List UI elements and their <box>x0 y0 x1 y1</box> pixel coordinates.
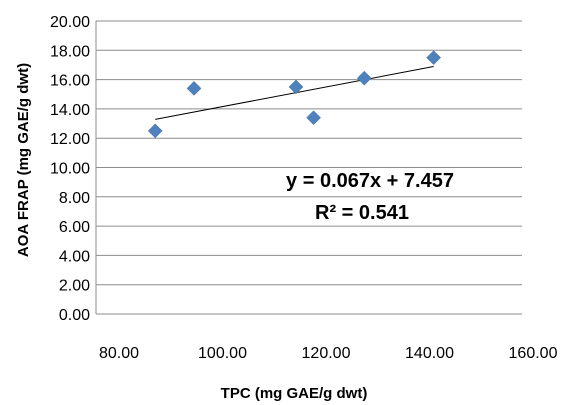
trendline <box>155 66 434 120</box>
y-tick-label: 6.00 <box>59 219 90 236</box>
x-tick-labels: 80.00 100.00 120.00 140.00 160.00 <box>99 345 558 362</box>
data-points <box>147 50 441 139</box>
r-squared-label: R² = 0.541 <box>315 202 409 224</box>
data-point <box>147 123 163 139</box>
y-tick-label: 12.00 <box>50 131 90 148</box>
gridlines <box>96 20 522 315</box>
y-tick-label: 14.00 <box>50 102 90 119</box>
y-tick-label: 10.00 <box>50 161 90 178</box>
data-point <box>186 81 202 96</box>
y-axis-title: AOA FRAP (mg GAE/g dwt) <box>15 63 32 257</box>
y-tick-label: 18.00 <box>50 43 90 60</box>
y-tick-label: 8.00 <box>59 190 90 207</box>
x-tick-label: 160.00 <box>509 345 558 362</box>
data-point <box>306 110 321 126</box>
y-tick-label: 4.00 <box>59 248 90 265</box>
x-tick-label: 100.00 <box>198 345 247 362</box>
x-tick-label: 140.00 <box>405 345 454 362</box>
data-point <box>288 79 304 95</box>
data-point <box>426 50 441 65</box>
y-tick-label: 16.00 <box>50 73 90 90</box>
y-tick-label: 20.00 <box>50 14 90 31</box>
data-point <box>356 70 372 86</box>
y-tick-label: 2.00 <box>59 278 90 295</box>
x-axis-title: TPC (mg GAE/g dwt) <box>221 385 368 402</box>
y-tick-labels: 0.00 2.00 4.00 6.00 8.00 10.00 12.00 14.00 16.00… <box>50 14 90 324</box>
x-tick-label: 120.00 <box>302 345 351 362</box>
x-tick-label: 80.00 <box>99 345 139 362</box>
trendline-equation: y = 0.067x + 7.457 <box>286 170 454 192</box>
y-tick-label: 0.00 <box>59 307 90 324</box>
